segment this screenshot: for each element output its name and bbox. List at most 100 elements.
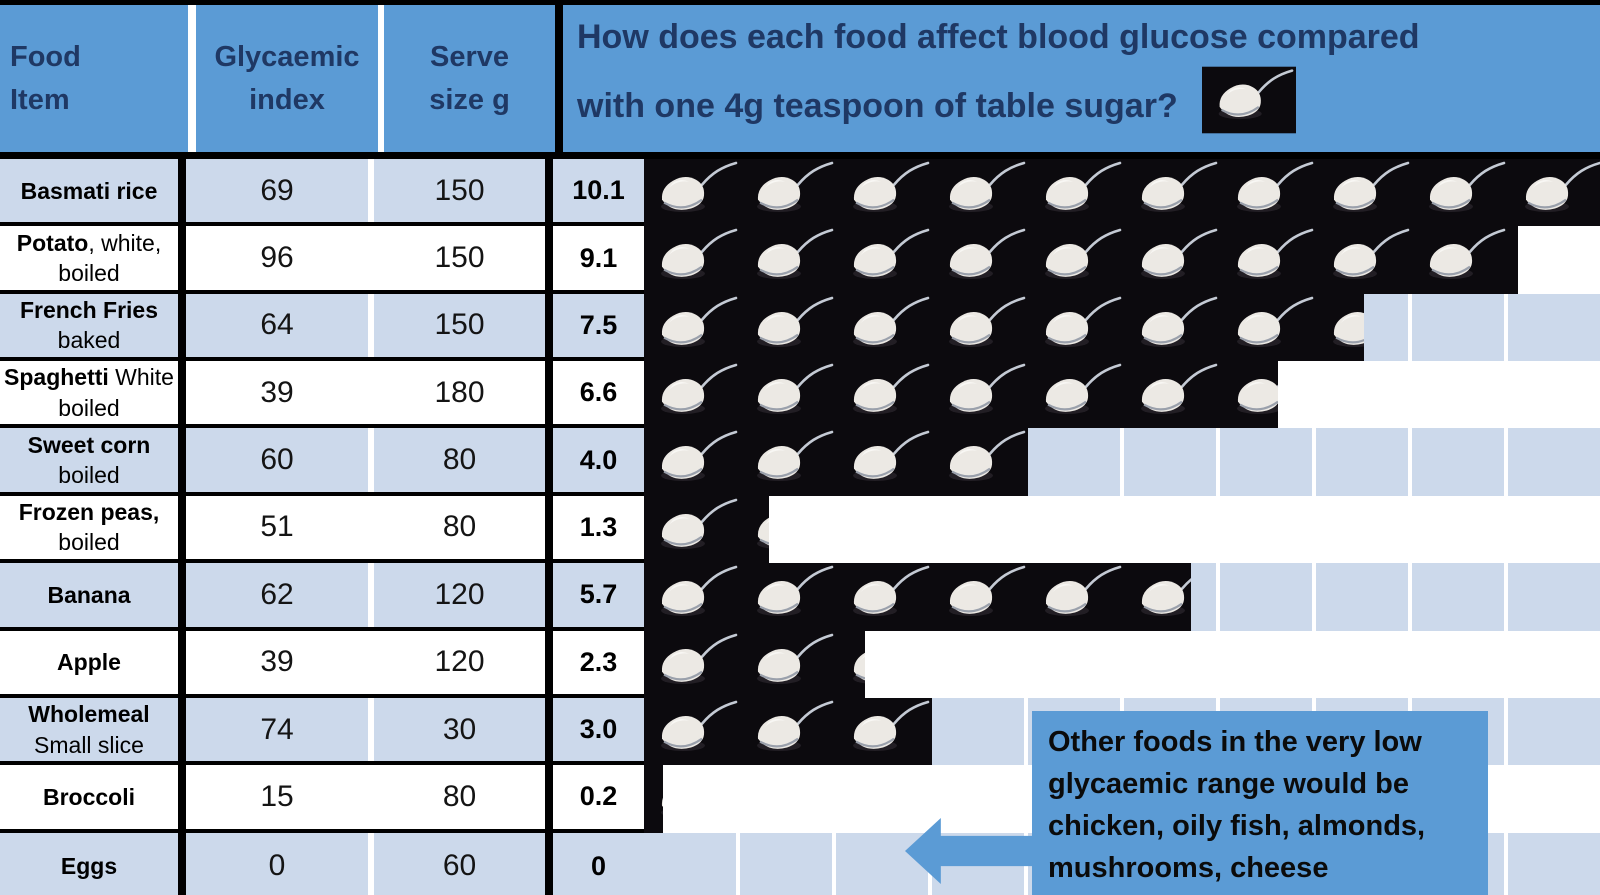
glycaemic-index-cell: 96 (186, 226, 368, 290)
teaspoon-chart-cell (644, 563, 1600, 631)
serve-size-cell: 30 (374, 697, 545, 762)
vertical-divider (178, 495, 186, 560)
food-item-line: boiled (58, 393, 119, 423)
column-header-food-line1: Food (10, 41, 81, 74)
chart-title-line2-wrap: with one 4g teaspoon of table sugar? (577, 64, 1600, 150)
header-divider (188, 5, 196, 152)
cell-gap (368, 495, 374, 560)
table-row: Basmati rice 69 150 10.1 (0, 159, 1600, 227)
teaspoon-sugar-icon (1201, 66, 1296, 150)
food-item-line: boiled (58, 527, 119, 557)
food-item-text: French Fries (19, 297, 159, 324)
vertical-divider (178, 630, 186, 694)
table-row: Banana 62 120 5.7 (0, 563, 1600, 631)
teaspoon-value-cell: 4.0 (553, 428, 644, 492)
teaspoon-value-cell: 3.0 (553, 697, 644, 762)
cell-gap (368, 765, 374, 829)
glycaemic-index-cell: 51 (186, 495, 368, 560)
teaspoon-sugar-icon (836, 630, 865, 698)
teaspoon-sugar-icon (836, 226, 932, 294)
vertical-divider (545, 630, 553, 694)
food-item-line: Apple (57, 647, 121, 677)
teaspoon-sugar-icon (644, 428, 740, 496)
column-header-serve-size: Serve size g (384, 5, 555, 152)
teaspoon-sugar-icon (836, 293, 932, 362)
glycaemic-index-cell: 60 (186, 428, 368, 492)
food-item-text: Apple (57, 649, 121, 676)
food-item-line: boiled (58, 258, 119, 288)
food-item-cell: Potato, white, boiled (0, 226, 178, 290)
teaspoon-sugar-icon (836, 361, 932, 429)
table-row-left: Eggs 0 60 0 (0, 832, 644, 895)
glycaemic-index-cell: 64 (186, 293, 368, 358)
teaspoon-sugar-icon (1508, 226, 1518, 294)
teaspoon-sugar-icon (740, 630, 836, 698)
teaspoon-sugar-icon (644, 765, 664, 833)
food-item-text: Broccoli (42, 783, 136, 810)
column-header-food-line2: Item (10, 83, 70, 116)
teaspoon-sugar-icon (836, 697, 932, 766)
food-item-cell: Sweet corn boiled (0, 428, 178, 492)
teaspoon-chart-cell (644, 428, 1600, 496)
food-item-text: baked (57, 327, 121, 354)
chart-title: How does each food affect blood glucose … (563, 5, 1600, 152)
table-row-left: Basmati rice 69 150 10.1 (0, 159, 644, 227)
callout-text: Other foods in the very low glycaemic ra… (1048, 726, 1426, 885)
food-item-text: Sweet corn (27, 431, 151, 458)
glycaemic-index-cell: 69 (186, 159, 368, 223)
food-item-cell: Basmati rice (0, 159, 178, 223)
vertical-divider (178, 226, 186, 290)
teaspoon-bar (644, 361, 1278, 429)
teaspoon-value-cell: 9.1 (553, 226, 644, 290)
teaspoon-bar (644, 293, 1364, 362)
teaspoon-sugar-icon (1028, 226, 1124, 294)
teaspoon-bar (644, 495, 769, 564)
vertical-divider (545, 765, 553, 829)
teaspoon-value-cell: 0.2 (553, 765, 644, 829)
teaspoon-bar (644, 630, 865, 698)
vertical-divider (178, 428, 186, 492)
teaspoon-chart-cell (644, 361, 1600, 429)
teaspoon-value-cell: 6.6 (553, 361, 644, 425)
food-item-text: Banana (47, 581, 131, 608)
teaspoon-value-cell: 0 (553, 832, 644, 895)
table-body: Basmati rice 69 150 10.1 (0, 159, 1600, 895)
food-item-text: boiled (58, 260, 120, 287)
teaspoon-sugar-icon (1220, 293, 1316, 362)
vertical-divider (178, 563, 186, 627)
teaspoon-value-cell: 10.1 (553, 159, 644, 223)
food-item-cell: Banana (0, 563, 178, 627)
chart-title-line1: How does each food affect blood glucose … (577, 18, 1420, 56)
food-item-line: Small slice (34, 730, 144, 760)
teaspoon-value-cell: 7.5 (553, 293, 644, 358)
cell-gap (368, 361, 374, 425)
table-row-left: Sweet corn boiled 60 80 4.0 (0, 428, 644, 496)
teaspoon-sugar-icon (1412, 159, 1508, 227)
food-item-text: boiled (58, 529, 120, 556)
teaspoon-bar (644, 159, 1600, 227)
table-row-left: Frozen peas, boiled 51 80 1.3 (0, 495, 644, 564)
teaspoon-sugar-icon (1220, 226, 1316, 294)
teaspoon-sugar-icon (644, 293, 740, 362)
teaspoon-sugar-icon (740, 495, 769, 564)
table-row: Potato, white, boiled 96 150 9.1 (0, 226, 1600, 294)
teaspoon-sugar-icon (644, 226, 740, 294)
vertical-divider (545, 832, 553, 895)
serve-size-cell: 150 (374, 159, 545, 223)
food-item-cell: Frozen peas, boiled (0, 495, 178, 560)
food-item-text: Wholemeal (28, 701, 150, 728)
food-item-line: French Fries (20, 295, 158, 325)
vertical-divider (545, 361, 553, 425)
cell-gap (368, 630, 374, 694)
food-item-line: Banana (47, 580, 130, 610)
food-item-text: boiled (58, 462, 120, 489)
teaspoon-sugar-icon (932, 226, 1028, 294)
vertical-divider (178, 293, 186, 358)
glycaemic-index-cell: 74 (186, 697, 368, 762)
serve-size-cell: 80 (374, 495, 545, 560)
vertical-divider (178, 361, 186, 425)
glycaemic-index-cell: 15 (186, 765, 368, 829)
vertical-divider (178, 697, 186, 762)
table-row-left: Potato, white, boiled 96 150 9.1 (0, 226, 644, 294)
